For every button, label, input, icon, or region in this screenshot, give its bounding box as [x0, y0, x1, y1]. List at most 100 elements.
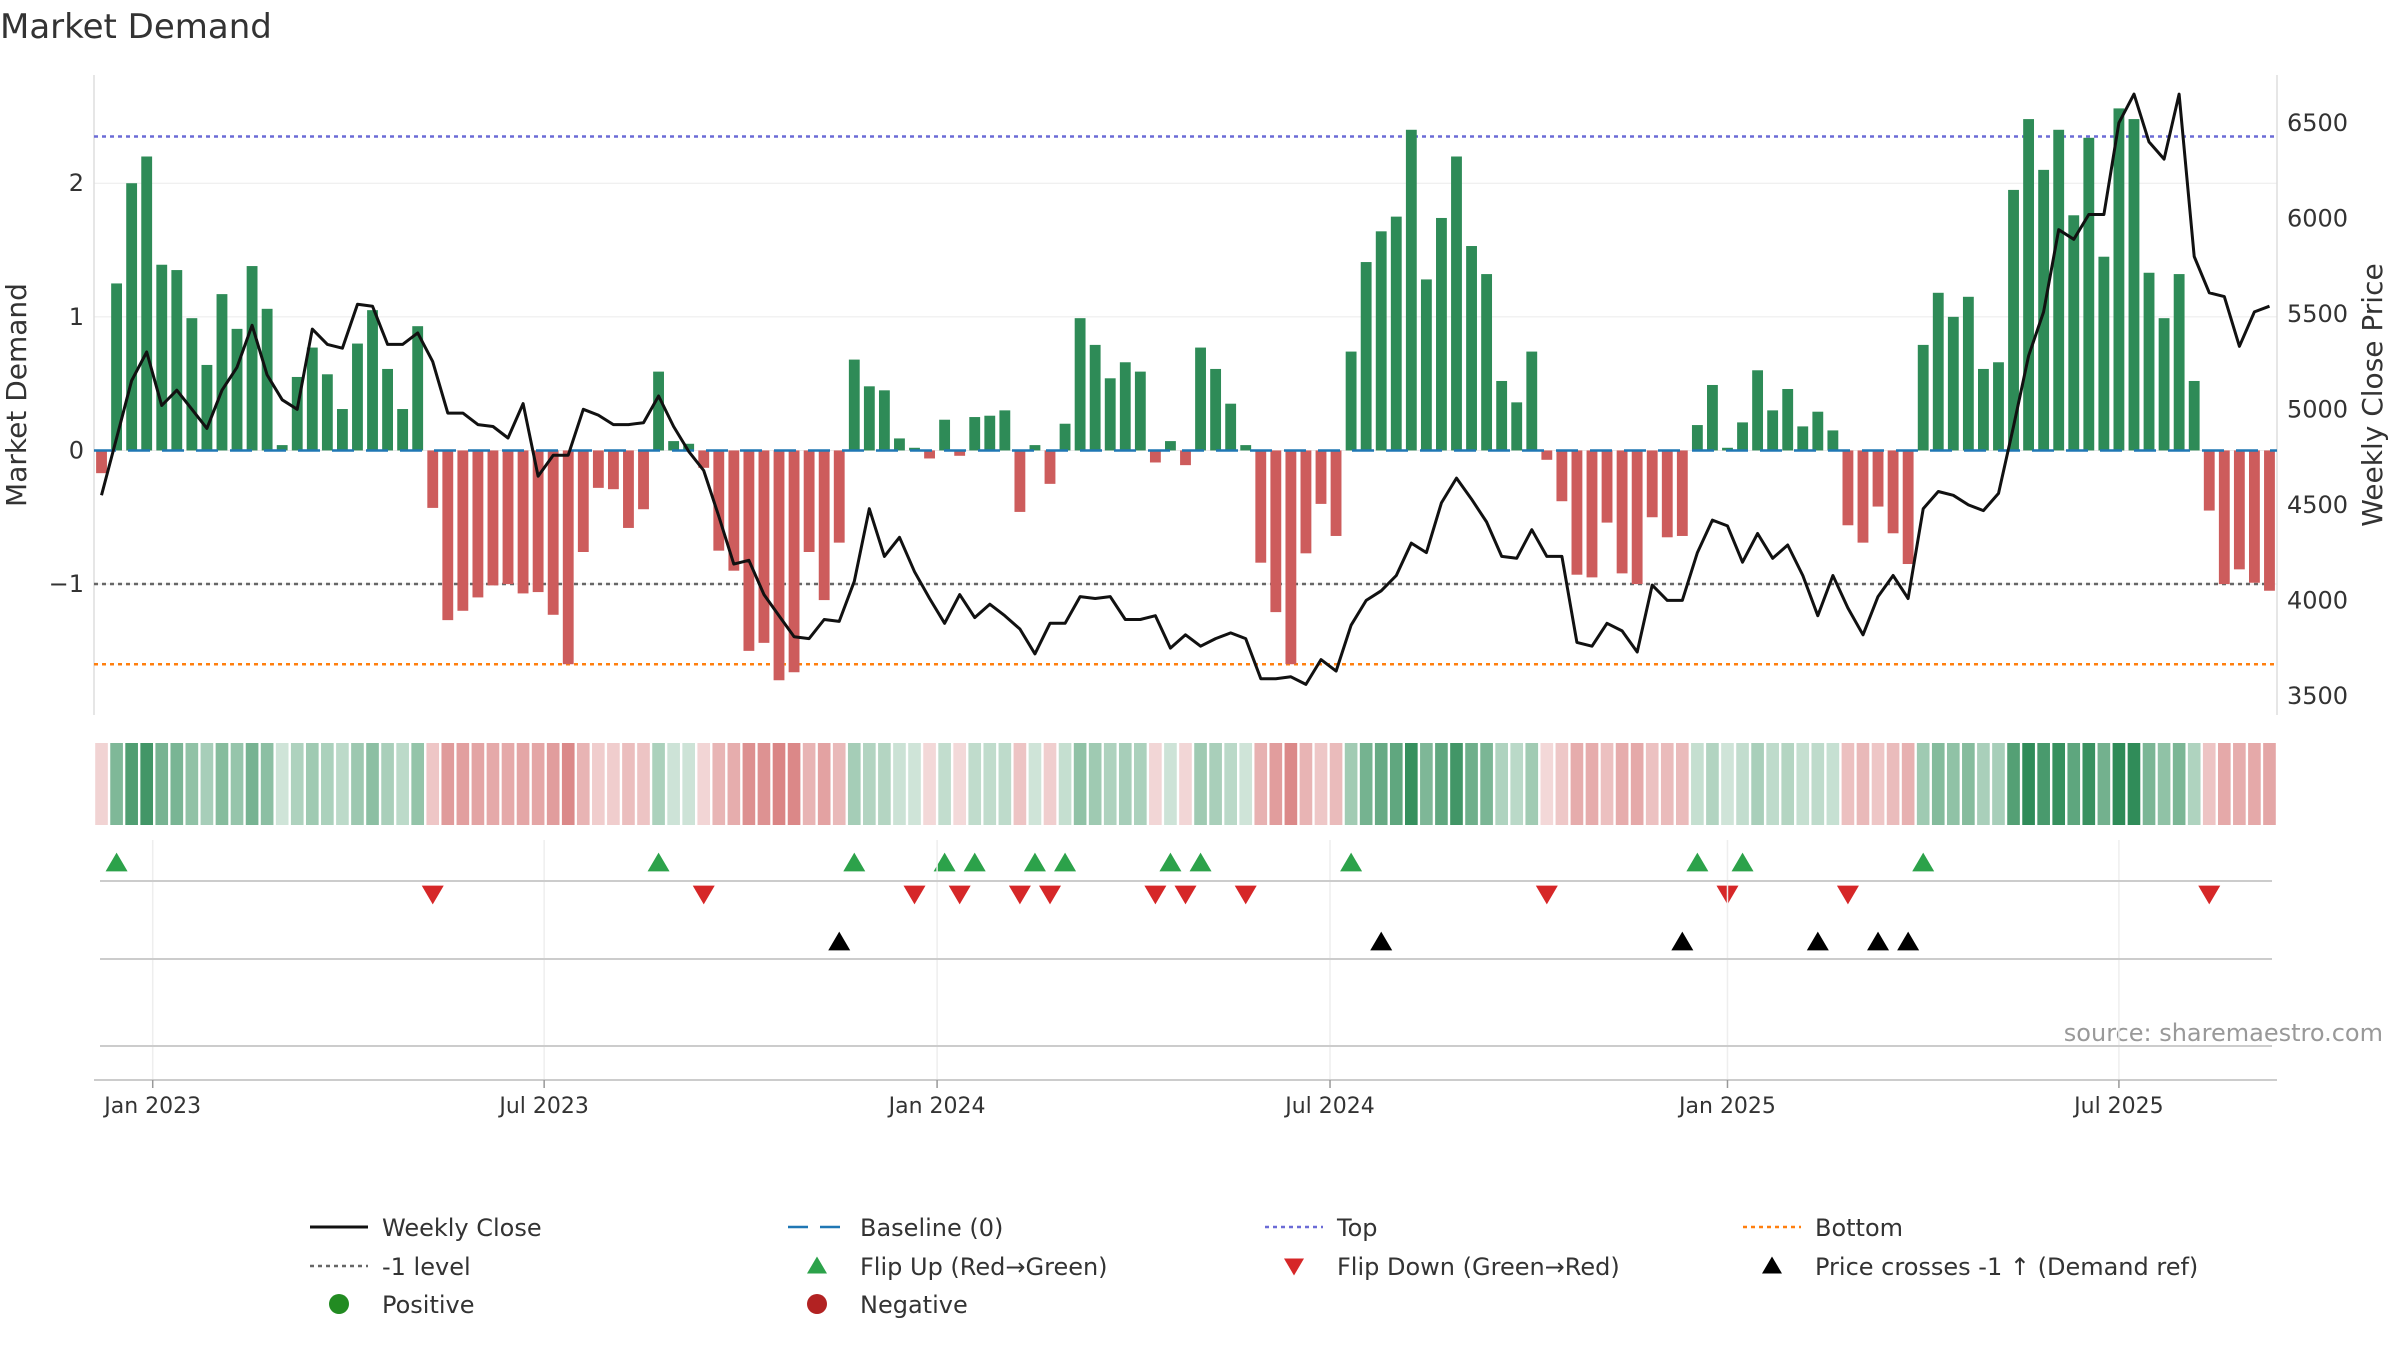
legend-bottom-label: Bottom — [1815, 1214, 1903, 1242]
demand-bar — [2143, 272, 2155, 451]
demand-bar — [547, 450, 559, 615]
heat-cell — [1058, 743, 1072, 825]
heat-cell — [878, 743, 891, 825]
demand-bar — [1165, 441, 1176, 451]
heat-cell — [1826, 743, 1840, 825]
legend-cross-label: Price crosses -1 ↑ (Demand ref) — [1815, 1253, 2198, 1281]
heat-cell — [531, 743, 545, 825]
demand-bar — [336, 409, 348, 451]
demand-bar — [532, 450, 544, 593]
demand-bar — [412, 326, 424, 451]
y-left-axis-label: Market Demand — [0, 283, 33, 507]
demand-bar — [1420, 279, 1432, 451]
demand-bar — [653, 371, 664, 451]
heat-cell — [1856, 743, 1870, 825]
heat-cell — [787, 743, 801, 825]
heat-cell — [1465, 743, 1478, 825]
heat-cell — [351, 743, 364, 825]
demand-bar — [306, 347, 318, 451]
left-axis: −1 0 1 2 Market Demand — [0, 169, 84, 598]
heat-cell — [1164, 743, 1177, 825]
demand-bar — [261, 308, 273, 451]
flip-up-marker — [1159, 852, 1182, 872]
demand-bar — [397, 409, 409, 451]
demand-bar — [2173, 274, 2185, 451]
heat-cell — [2248, 743, 2261, 825]
demand-bar — [1737, 422, 1748, 451]
demand-bar — [1962, 296, 1974, 451]
demand-bar — [1390, 216, 1402, 451]
demand-bar — [1345, 351, 1357, 451]
demand-bar — [939, 419, 951, 451]
demand-bar — [1014, 450, 1026, 512]
demand-bar — [818, 450, 830, 601]
demand-bar — [186, 318, 198, 451]
right-axis: 3500 4000 4500 5000 5500 6000 6500 Weekly Close… — [2287, 109, 2389, 710]
legend-top-label: Top — [1336, 1214, 1378, 1242]
heat-cell — [561, 743, 575, 825]
heat-cell — [832, 743, 846, 825]
x-tick-label: Jul 2025 — [2072, 1094, 2164, 1119]
demand-bar — [1857, 450, 1869, 543]
heat-cell — [968, 743, 982, 825]
legend-positive-swatch — [329, 1294, 349, 1314]
heat-cell — [185, 743, 199, 825]
demand-bar — [2248, 450, 2260, 583]
heat-cell — [727, 743, 741, 825]
heat-cell — [1660, 743, 1674, 825]
heat-cell — [305, 743, 319, 825]
demand-bar — [1978, 368, 1989, 451]
demand-bar — [216, 294, 228, 451]
demand-bar — [999, 410, 1011, 451]
flip-down-marker — [948, 885, 971, 905]
legend-positive-label: Positive — [382, 1291, 475, 1319]
demand-bar — [1917, 344, 1929, 451]
heat-cell — [1736, 743, 1749, 825]
demand-bar — [382, 368, 393, 451]
demand-bar — [141, 156, 153, 451]
heat-cell — [1284, 743, 1298, 825]
demand-bar — [1842, 450, 1854, 526]
demand-bar — [2008, 189, 2019, 451]
demand-bar — [96, 450, 107, 474]
demand-bar — [1089, 344, 1101, 451]
flip-down-marker — [1234, 885, 1257, 905]
heat-cell — [1706, 743, 1719, 825]
demand-bar — [442, 450, 454, 621]
demand-bar — [728, 450, 740, 571]
heat-cell — [772, 743, 786, 825]
demand-bar — [1571, 450, 1583, 575]
heat-cell — [1540, 743, 1554, 825]
heat-cell — [546, 743, 560, 825]
demand-bar — [1119, 362, 1131, 451]
x-tick-label: Jul 2023 — [497, 1094, 589, 1119]
heat-cell — [2127, 743, 2141, 825]
heat-cell — [260, 743, 274, 825]
demand-bar — [577, 450, 589, 552]
demand-bar — [878, 390, 890, 451]
demand-bar — [562, 450, 574, 665]
heat-cell — [1420, 743, 1433, 825]
heat-cell — [1435, 743, 1448, 825]
demand-bar — [969, 417, 981, 451]
demand-bar — [863, 386, 875, 451]
heat-cell — [366, 743, 379, 825]
demand-bar — [894, 438, 905, 451]
demand-bar — [1947, 316, 1959, 451]
heat-cell — [2233, 743, 2246, 825]
heat-cell — [1134, 743, 1147, 825]
demand-bar — [1601, 450, 1613, 523]
demand-bar — [201, 364, 213, 451]
demand-bar — [1375, 231, 1387, 451]
flip-down-marker — [2198, 885, 2221, 905]
legend-cross-swatch — [1762, 1256, 1782, 1274]
demand-bar — [1240, 445, 1252, 451]
demand-bar — [909, 447, 920, 451]
close-line-layer — [100, 92, 2271, 686]
heat-cell — [215, 743, 229, 825]
demand-bar — [773, 450, 785, 681]
demand-bar — [321, 374, 333, 451]
y-left-tick-label: −1 — [49, 570, 84, 598]
heat-cell — [290, 743, 304, 825]
heat-cell — [742, 743, 756, 825]
